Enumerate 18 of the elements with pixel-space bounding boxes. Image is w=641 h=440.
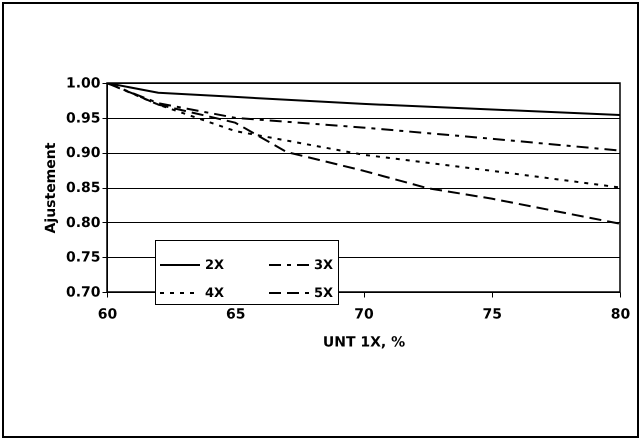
legend-label: 3X bbox=[314, 258, 334, 273]
x-tick-label: 75 bbox=[482, 306, 502, 322]
legend-label: 5X bbox=[314, 286, 334, 301]
y-tick-label: 0.75 bbox=[66, 250, 100, 266]
y-axis-title: Ajustement bbox=[42, 142, 59, 234]
y-tick-label: 0.70 bbox=[66, 284, 101, 300]
y-tick-label: 0.90 bbox=[66, 145, 101, 162]
x-axis-title: UNT 1X, % bbox=[322, 334, 406, 350]
legend-label: 2X bbox=[205, 258, 224, 273]
x-tick-label: 80 bbox=[610, 306, 630, 322]
x-tick-label: 65 bbox=[226, 306, 246, 322]
legend-label: 4X bbox=[205, 286, 224, 301]
y-tick-label: 0.95 bbox=[66, 110, 100, 126]
y-tick-label: 0.85 bbox=[66, 180, 100, 196]
y-tick-label: 0.80 bbox=[66, 214, 101, 231]
x-tick-label: 60 bbox=[98, 306, 118, 322]
y-tick-label: 1.00 bbox=[66, 76, 101, 92]
x-tick-label: 70 bbox=[354, 306, 374, 322]
